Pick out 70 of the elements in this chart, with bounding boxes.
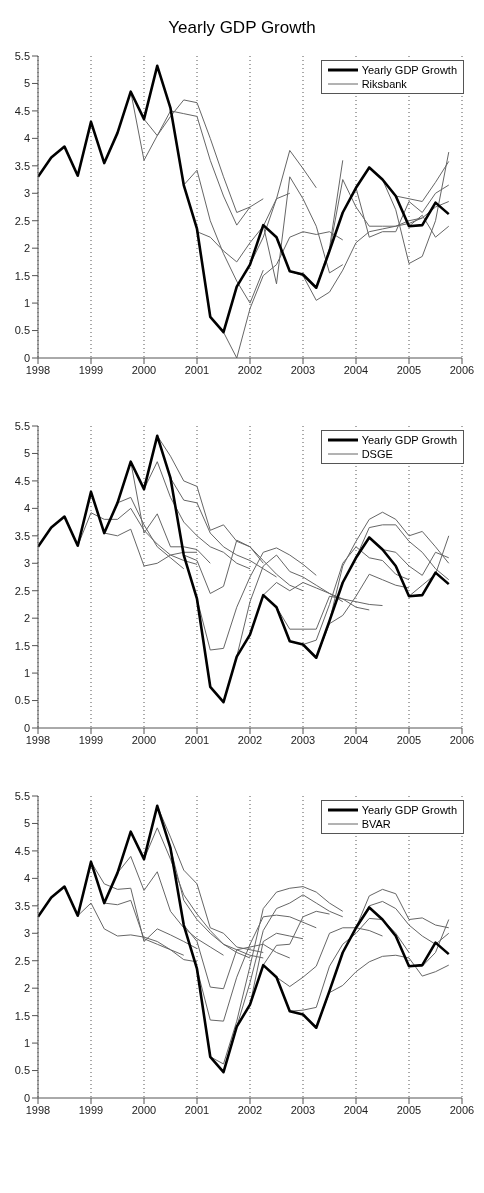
y-tick-label: 3.5 bbox=[14, 899, 30, 912]
y-tick-label: 4.5 bbox=[14, 104, 30, 117]
y-tick-label: 3 bbox=[23, 187, 30, 200]
y-tick-label: 2.5 bbox=[14, 214, 30, 227]
y-tick-label: 3 bbox=[23, 557, 30, 570]
chart-title: Yearly GDP Growth bbox=[167, 17, 317, 39]
y-tick-label: 5 bbox=[23, 447, 30, 460]
y-tick-label: 2 bbox=[23, 612, 30, 625]
y-tick-label: 0 bbox=[23, 721, 30, 734]
y-tick-label: 4 bbox=[23, 132, 30, 145]
x-tick-label: 2000 bbox=[131, 1103, 157, 1116]
y-tick-label: 0 bbox=[23, 351, 30, 364]
y-tick-label: 5.5 bbox=[14, 419, 30, 432]
x-tick-label: 2002 bbox=[237, 733, 263, 746]
y-tick-label: 0.5 bbox=[14, 1064, 30, 1077]
y-tick-label: 3.5 bbox=[14, 159, 30, 172]
y-tick-label: 1.5 bbox=[14, 639, 30, 652]
x-tick-label: 2003 bbox=[290, 1103, 316, 1116]
x-tick-label: 1999 bbox=[78, 1103, 104, 1116]
y-tick-label: 2 bbox=[23, 982, 30, 995]
x-tick-label: 2005 bbox=[396, 363, 422, 376]
y-tick-label: 4 bbox=[23, 502, 30, 515]
y-tick-label: 1 bbox=[23, 667, 30, 679]
y-tick-label: 3 bbox=[23, 927, 30, 940]
y-tick-label: 5.5 bbox=[14, 789, 30, 802]
x-tick-label: 2000 bbox=[131, 363, 157, 376]
x-tick-label: 1998 bbox=[25, 733, 51, 746]
y-tick-label: 1 bbox=[23, 1037, 30, 1049]
y-tick-label: 1 bbox=[23, 297, 30, 309]
legend-label: Yearly GDP Growth bbox=[361, 63, 457, 77]
x-tick-label: 2001 bbox=[184, 363, 210, 376]
y-tick-label: 1.5 bbox=[14, 1009, 30, 1022]
x-tick-label: 2006 bbox=[449, 363, 475, 376]
x-tick-label: 2003 bbox=[290, 363, 316, 376]
y-tick-label: 0.5 bbox=[14, 324, 30, 337]
y-tick-label: 5 bbox=[23, 77, 30, 90]
legend-label: Yearly GDP Growth bbox=[361, 433, 457, 447]
y-tick-label: 2 bbox=[23, 242, 30, 255]
y-tick-label: 5.5 bbox=[14, 49, 30, 62]
y-tick-label: 4.5 bbox=[14, 844, 30, 857]
x-tick-label: 2000 bbox=[131, 733, 157, 746]
x-tick-label: 2003 bbox=[290, 733, 316, 746]
y-tick-label: 2.5 bbox=[14, 954, 30, 967]
x-tick-label: 2001 bbox=[184, 733, 210, 746]
x-tick-label: 1998 bbox=[25, 363, 51, 376]
x-tick-label: 2004 bbox=[343, 733, 369, 746]
y-tick-label: 3.5 bbox=[14, 529, 30, 542]
x-tick-label: 2002 bbox=[237, 1103, 263, 1116]
legend-label: Riksbank bbox=[361, 77, 407, 91]
x-tick-label: 2005 bbox=[396, 1103, 422, 1116]
x-tick-label: 1999 bbox=[78, 363, 104, 376]
y-tick-label: 2.5 bbox=[14, 584, 30, 597]
y-tick-label: 4.5 bbox=[14, 474, 30, 487]
y-tick-label: 5 bbox=[23, 817, 30, 830]
x-tick-label: 2005 bbox=[396, 733, 422, 746]
y-tick-label: 0.5 bbox=[14, 694, 30, 707]
x-tick-label: 2006 bbox=[449, 1103, 475, 1116]
x-tick-label: 2004 bbox=[343, 1103, 369, 1116]
x-tick-label: 2004 bbox=[343, 363, 369, 376]
x-tick-label: 1999 bbox=[78, 733, 104, 746]
y-tick-label: 1.5 bbox=[14, 269, 30, 282]
y-tick-label: 0 bbox=[23, 1091, 30, 1104]
y-tick-label: 4 bbox=[23, 872, 30, 885]
legend-label: DSGE bbox=[361, 447, 393, 461]
x-tick-label: 2006 bbox=[449, 733, 475, 746]
legend-label: Yearly GDP Growth bbox=[361, 803, 457, 817]
x-tick-label: 1998 bbox=[25, 1103, 51, 1116]
legend-label: BVAR bbox=[361, 817, 391, 831]
x-tick-label: 2001 bbox=[184, 1103, 210, 1116]
x-tick-label: 2002 bbox=[237, 363, 263, 376]
